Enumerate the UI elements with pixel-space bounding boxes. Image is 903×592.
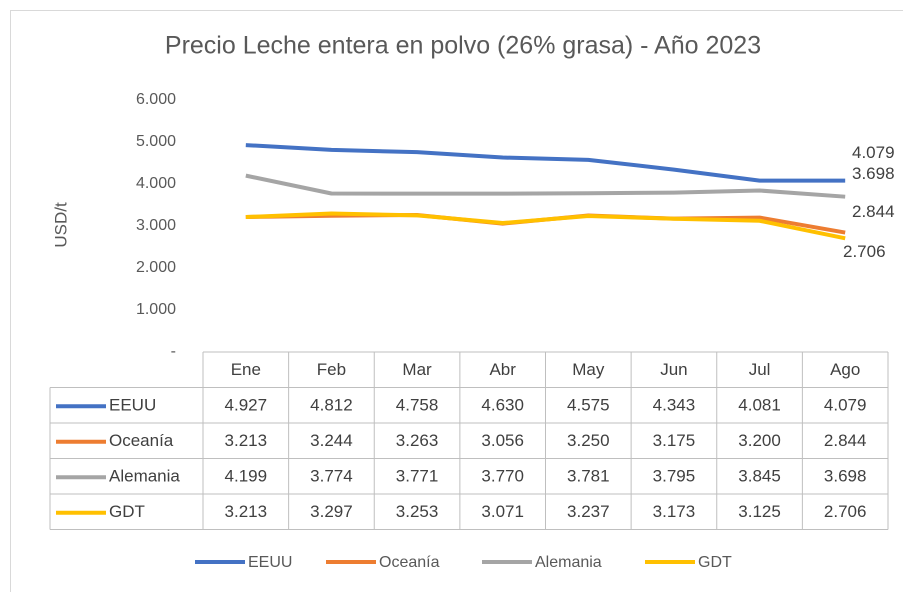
x-tick-label: Ene: [231, 360, 261, 379]
legend-label: GDT: [698, 554, 732, 571]
y-tick-label: 2.000: [136, 259, 176, 276]
table-row-header: GDT: [109, 502, 145, 521]
table-cell: 2.844: [824, 431, 867, 450]
y-axis-label: USD/t: [51, 202, 70, 248]
legend-label: Alemania: [535, 554, 602, 571]
table-cell: 3.173: [653, 502, 696, 521]
table-cell: 3.770: [481, 467, 524, 486]
table-cell: 4.079: [824, 396, 867, 415]
x-tick-label: Ago: [830, 360, 860, 379]
table-cell: 4.575: [567, 396, 610, 415]
x-tick-label: Feb: [317, 360, 346, 379]
table-cell: 3.297: [310, 502, 353, 521]
table-cell: 3.774: [310, 467, 353, 486]
table-cell: 3.250: [567, 431, 610, 450]
table-cell: 3.771: [396, 467, 439, 486]
table-cell: 3.253: [396, 502, 439, 521]
table-row-header: Alemania: [109, 467, 180, 486]
x-tick-label: May: [572, 360, 605, 379]
table-row-header: Oceanía: [109, 431, 174, 450]
series-line: [245, 173, 846, 199]
y-tick-label: 6.000: [136, 91, 176, 108]
table-cell: 3.056: [481, 431, 524, 450]
table-cell: 4.199: [225, 467, 268, 486]
data-label: 4.079: [852, 143, 895, 162]
y-tick-label: -: [171, 343, 176, 360]
data-label: 2.844: [852, 202, 895, 221]
table-cell: 3.213: [225, 502, 268, 521]
table-cell: 3.845: [738, 467, 781, 486]
table-cell: 2.706: [824, 502, 867, 521]
table-cell: 3.175: [653, 431, 696, 450]
y-tick-label: 3.000: [136, 217, 176, 234]
table-cell: 3.237: [567, 502, 610, 521]
table-cell: 3.698: [824, 467, 867, 486]
table-cell: 3.263: [396, 431, 439, 450]
x-tick-label: Mar: [402, 360, 432, 379]
x-tick-label: Abr: [489, 360, 516, 379]
table-cell: 3.795: [653, 467, 696, 486]
table-cell: 3.213: [225, 431, 268, 450]
x-tick-label: Jun: [660, 360, 687, 379]
y-tick-label: 5.000: [136, 133, 176, 150]
legend-label: EEUU: [248, 554, 292, 571]
y-tick-label: 4.000: [136, 175, 176, 192]
data-label: 3.698: [852, 164, 895, 183]
table-cell: 4.343: [653, 396, 696, 415]
chart-title: Precio Leche entera en polvo (26% grasa)…: [165, 32, 761, 60]
table-cell: 3.200: [738, 431, 781, 450]
table-cell: 3.071: [481, 502, 524, 521]
table-cell: 4.812: [310, 396, 353, 415]
series-line: [245, 211, 846, 241]
table-cell: 4.758: [396, 396, 439, 415]
table-cell: 3.244: [310, 431, 353, 450]
table-cell: 4.081: [738, 396, 781, 415]
legend-label: Oceanía: [379, 554, 440, 571]
table-cell: 3.125: [738, 502, 781, 521]
chart-frame: [10, 10, 903, 592]
table-cell: 4.630: [481, 396, 524, 415]
table-row-header: EEUU: [109, 396, 156, 415]
table-cell: 4.927: [225, 396, 268, 415]
series-line: [245, 143, 846, 183]
x-tick-label: Jul: [749, 360, 771, 379]
y-tick-label: 1.000: [136, 301, 176, 318]
table-cell: 3.781: [567, 467, 610, 486]
data-label: 2.706: [843, 242, 886, 261]
